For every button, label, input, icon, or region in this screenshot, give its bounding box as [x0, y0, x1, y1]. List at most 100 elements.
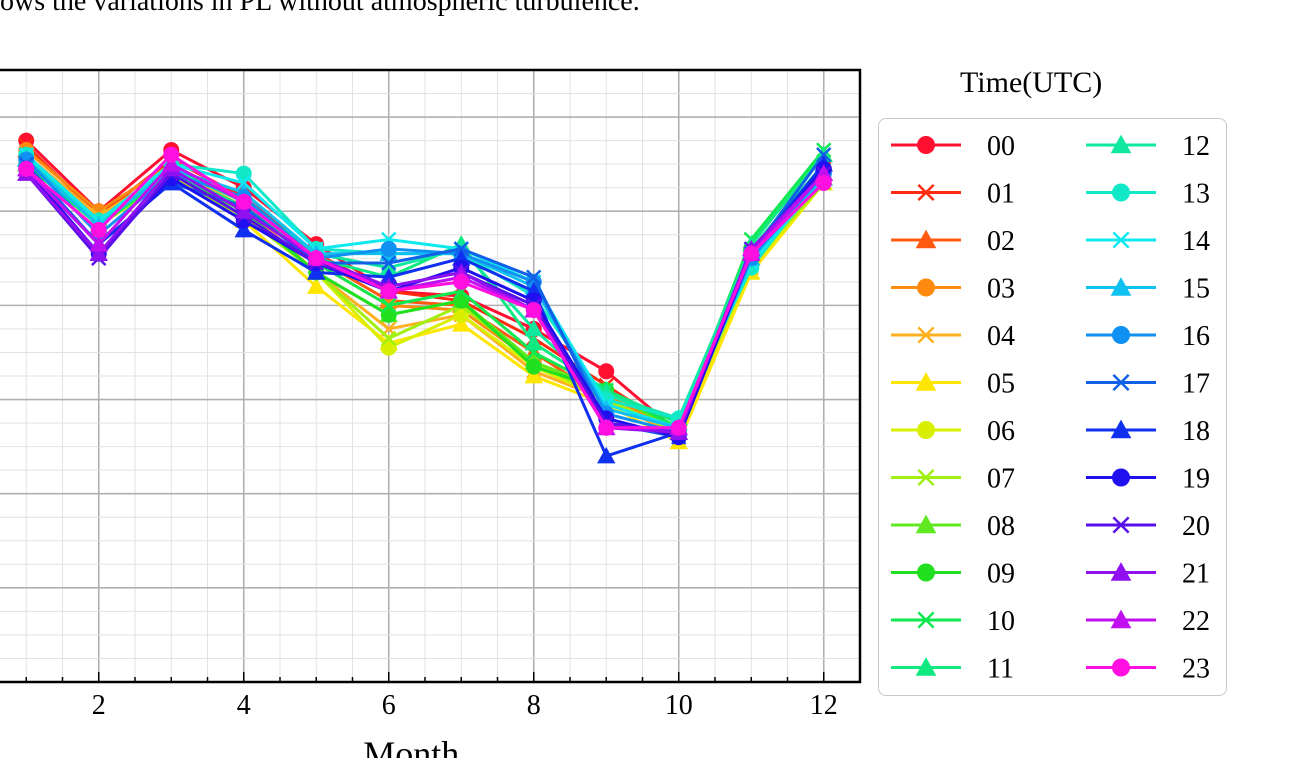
legend-entry-19: 19 [1086, 464, 1210, 495]
legend-marker [1112, 658, 1130, 677]
legend-label: 15 [1182, 274, 1210, 305]
legend-marker [1110, 419, 1132, 439]
legend-marker [1112, 183, 1130, 202]
legend-label: 08 [987, 511, 1015, 542]
legend-marker [917, 421, 935, 439]
legend-entry-23: 23 [1086, 654, 1210, 685]
data-point-21 [234, 202, 253, 219]
data-point-10 [381, 297, 397, 314]
legend-entry-05: 05 [891, 369, 1015, 400]
legend-marker [915, 514, 937, 534]
data-point-21 [89, 244, 108, 261]
legend-entry-10: 10 [891, 606, 1015, 637]
data-point-00 [598, 363, 615, 380]
data-point-22 [89, 234, 108, 252]
legend-marker [915, 657, 937, 676]
legend-label: 00 [987, 131, 1015, 162]
legend-entry-00: 00 [891, 131, 1015, 162]
data-point-05 [307, 277, 326, 294]
legend-label: 02 [987, 226, 1015, 257]
legend-marker [1110, 134, 1132, 154]
legend-label: 21 [1182, 559, 1210, 590]
legend-marker [1110, 562, 1132, 581]
legend-marker [917, 611, 935, 629]
series-layer [17, 132, 833, 464]
data-point-23 [163, 146, 180, 163]
legend-entry-03: 03 [891, 274, 1015, 305]
legend-marker [917, 326, 935, 344]
legend-entry-15: 15 [1086, 274, 1210, 305]
x-axis-label: Month [363, 734, 459, 758]
data-point-17 [453, 241, 469, 257]
x-tick-label: 8 [527, 690, 541, 721]
legend-marker [915, 372, 937, 391]
data-point-23 [670, 419, 687, 436]
x-tick-label: 6 [382, 690, 396, 721]
grid-lines [0, 69, 860, 683]
legend-label: 10 [987, 606, 1015, 637]
data-point-23 [235, 193, 252, 210]
legend-label: 23 [1182, 654, 1210, 685]
legend-entry-01: 01 [891, 179, 1015, 210]
legend-label: 20 [1182, 511, 1210, 542]
legend-marker [1112, 373, 1130, 392]
data-point-09 [525, 358, 542, 375]
legend-marker [1112, 516, 1130, 534]
data-point-23 [525, 302, 542, 319]
data-point-23 [308, 250, 325, 267]
legend-marker [917, 563, 935, 582]
data-point-23 [598, 419, 615, 436]
figure-caption: ows the variations in PL without atmosph… [0, 0, 640, 17]
data-point-05 [452, 315, 471, 332]
data-point-17 [526, 269, 542, 285]
data-point-11 [524, 333, 543, 351]
data-point-06 [380, 339, 397, 356]
legend: 00 01 02 03 04 05 06 07 08 09 10 11 12 13 14 15 16 17 18 19… [878, 118, 1227, 696]
legend-entry-21: 21 [1086, 559, 1210, 590]
legend-label: 16 [1182, 321, 1210, 352]
legend-marker [917, 136, 935, 154]
data-point-17 [381, 255, 397, 271]
legend-label: 05 [987, 369, 1015, 400]
legend-entry-22: 22 [1086, 606, 1210, 637]
legend-entry-11: 11 [891, 654, 1014, 685]
x-tick-label: 10 [665, 690, 693, 721]
data-point-23 [453, 273, 470, 290]
legend-entry-16: 16 [1086, 321, 1210, 352]
legend-marker [1112, 326, 1130, 344]
data-point-18 [234, 220, 253, 238]
data-point-23 [90, 222, 107, 239]
x-axis: 2 4 6 8 10 12 [25, 672, 838, 721]
data-point-23 [743, 245, 760, 262]
data-point-23 [815, 174, 832, 191]
legend-entry-02: 02 [891, 226, 1015, 257]
legend-marker [1110, 277, 1132, 296]
legend-entry-20: 20 [1086, 511, 1210, 542]
legend-entry-14: 14 [1086, 226, 1210, 257]
legend-marker [1112, 231, 1130, 249]
legend-entry-17: 17 [1086, 369, 1210, 400]
legend-title: Time(UTC) [960, 66, 1103, 99]
legend-marker [917, 183, 935, 202]
legend-marker [915, 229, 937, 249]
legend-label: 13 [1182, 179, 1210, 210]
x-tick-label: 12 [810, 690, 838, 721]
series-23 [18, 146, 832, 436]
legend-entry-09: 09 [891, 559, 1015, 590]
legend-label: 22 [1182, 606, 1210, 637]
data-point-05 [524, 366, 543, 384]
legend-entry-08: 08 [891, 511, 1015, 542]
data-point-23 [380, 283, 397, 300]
legend-label: 04 [987, 321, 1015, 352]
legend-label: 18 [1182, 416, 1210, 447]
series-line-23 [25, 153, 825, 430]
data-point-07 [381, 330, 397, 347]
x-tick-label: 4 [237, 690, 251, 721]
legend-label: 03 [987, 274, 1015, 305]
legend-label: 09 [987, 559, 1015, 590]
legend-label: 07 [987, 464, 1015, 495]
x-tick-label: 2 [92, 690, 106, 721]
data-point-12 [379, 258, 398, 276]
data-point-14 [236, 175, 252, 191]
